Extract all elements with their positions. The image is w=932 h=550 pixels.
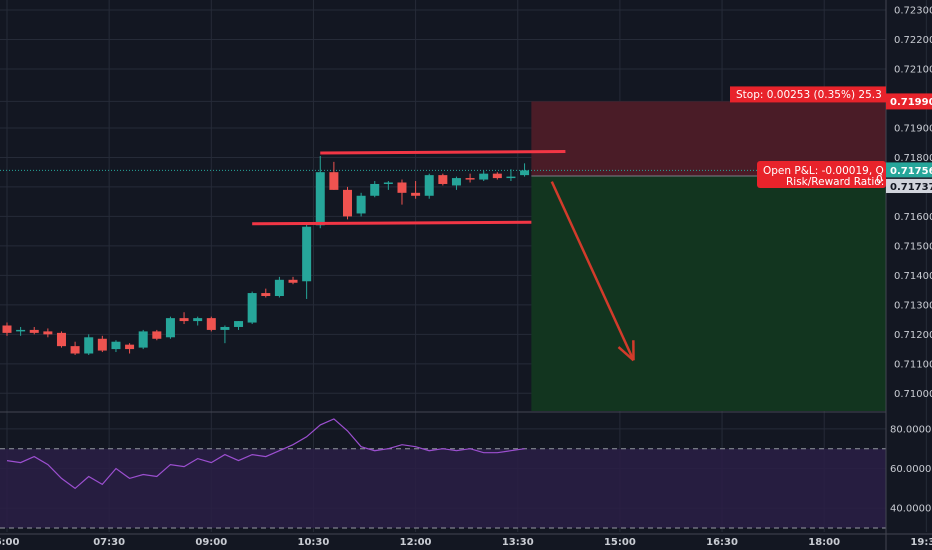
candle-up — [247, 293, 257, 323]
pnl-line2: Risk/Reward Ratio: — [786, 176, 884, 188]
arrow-head — [617, 346, 635, 362]
time-tick-label[interactable]: 12:00 — [400, 537, 432, 548]
price-tick-label[interactable]: 0.71500 — [894, 241, 932, 252]
pnl-prefix: 0 — [876, 174, 883, 186]
candle-down — [329, 172, 339, 190]
candle-down — [492, 173, 502, 179]
candle-down — [2, 325, 12, 333]
price-tick-label[interactable]: 0.71600 — [894, 212, 932, 223]
candle-up — [370, 183, 380, 196]
entry-price-text: 0.71737 — [890, 182, 932, 193]
last-price-badge — [886, 162, 932, 178]
time-tick-label[interactable]: 13:30 — [502, 537, 534, 548]
time-tick-label[interactable]: 15:00 — [604, 537, 636, 548]
take-profit-zone[interactable] — [531, 176, 886, 411]
candle-down — [152, 331, 162, 339]
candle-up — [479, 173, 489, 180]
trendline[interactable] — [320, 150, 566, 155]
price-tick-label[interactable]: 0.72200 — [894, 35, 932, 46]
candle-up — [165, 318, 175, 338]
drawing-tools[interactable] — [252, 150, 635, 362]
candle-up — [356, 195, 366, 214]
candle-up — [315, 172, 325, 226]
rsi-tick-label[interactable]: 80.0000 — [890, 424, 931, 435]
price-tick-label[interactable]: 0.72300 — [894, 6, 932, 17]
pnl-line1: Open P&L: -0.00019, Q — [763, 165, 884, 177]
time-tick-label[interactable]: 10:30 — [298, 537, 330, 548]
candle-up — [220, 326, 230, 330]
candle-up — [84, 337, 94, 354]
rsi-line — [6, 418, 525, 490]
candle-down — [125, 344, 135, 350]
position-zones[interactable] — [0, 101, 886, 411]
price-tick-label[interactable]: 0.71900 — [894, 123, 932, 134]
candle-up — [274, 279, 284, 297]
candle-up — [520, 170, 530, 176]
price-tick-label[interactable]: 0.71300 — [894, 300, 932, 311]
candle-down — [43, 331, 53, 335]
candle-down — [70, 346, 80, 354]
candle-up — [424, 175, 434, 196]
candle-up — [16, 329, 26, 332]
candlestick-series — [2, 155, 530, 355]
trendline[interactable] — [252, 220, 532, 226]
candle-down — [56, 332, 66, 347]
candle-down — [411, 192, 421, 196]
price-tick-label[interactable]: 0.71000 — [894, 389, 932, 400]
time-tick-label[interactable]: 09:00 — [195, 537, 227, 548]
rsi-pane — [0, 411, 886, 529]
candle-up — [451, 178, 461, 186]
rsi-band — [0, 448, 886, 529]
candle-down — [438, 175, 448, 184]
candle-down — [397, 182, 407, 193]
time-tick-label[interactable]: 16:30 — [706, 537, 738, 548]
arrow-shaft[interactable] — [550, 181, 635, 361]
candle-up — [506, 176, 516, 179]
candle-down — [288, 279, 298, 283]
time-tick-label[interactable]: 19:30 — [910, 537, 932, 548]
rsi-tick-label[interactable]: 60.0000 — [890, 464, 931, 475]
candle-down — [261, 293, 271, 297]
price-labels: Stop: 0.00253 (0.35%) 25.3 0.71990 0.71756… — [730, 86, 932, 194]
candle-down — [97, 338, 107, 351]
price-tick-label[interactable]: 0.71200 — [894, 330, 932, 341]
candle-up — [234, 321, 244, 327]
price-tick-label[interactable]: 0.71800 — [894, 153, 932, 164]
candle-up — [138, 331, 148, 348]
candle-down — [179, 318, 189, 322]
candle-down — [206, 318, 216, 330]
candle-up — [193, 318, 203, 322]
candle-down — [465, 178, 475, 180]
candle-down — [29, 329, 39, 333]
last-price-text: 0.71756 — [890, 166, 932, 177]
time-tick-label[interactable]: 6:00 — [0, 537, 19, 548]
rsi-tick-label[interactable]: 40.0000 — [890, 504, 931, 515]
pnl-label-box — [757, 161, 886, 188]
entry-price-badge — [886, 179, 932, 194]
stop-price-badge — [886, 93, 932, 110]
candle-up — [383, 182, 393, 184]
stop-label-box — [730, 86, 886, 103]
candle-up — [111, 341, 121, 350]
time-tick-label[interactable]: 07:30 — [93, 537, 125, 548]
candle-down — [343, 189, 352, 217]
price-tick-label[interactable]: 0.71100 — [894, 359, 932, 370]
stop-price-text: 0.71990 — [890, 97, 932, 108]
price-tick-label[interactable]: 0.72100 — [894, 64, 932, 75]
candle-up — [302, 226, 312, 282]
time-tick-label[interactable]: 18:00 — [808, 537, 840, 548]
stop-label-text: Stop: 0.00253 (0.35%) 25.3 — [736, 89, 882, 101]
price-tick-label[interactable]: 0.71400 — [894, 271, 932, 282]
